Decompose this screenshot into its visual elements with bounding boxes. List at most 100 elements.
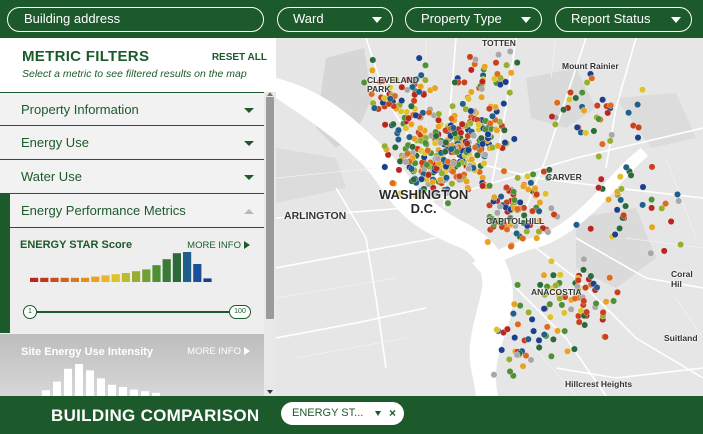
building-marker[interactable] <box>442 138 450 146</box>
building-marker[interactable] <box>548 113 556 121</box>
building-marker[interactable] <box>558 301 566 309</box>
building-marker[interactable] <box>573 221 580 229</box>
building-marker[interactable] <box>522 352 530 360</box>
building-marker[interactable] <box>488 216 496 224</box>
building-marker[interactable] <box>497 193 505 201</box>
building-marker[interactable] <box>564 347 571 355</box>
building-marker[interactable] <box>546 300 554 308</box>
building-marker[interactable] <box>501 139 509 147</box>
building-marker[interactable] <box>360 79 368 86</box>
scroll-down-arrow-icon[interactable] <box>267 390 273 394</box>
building-marker[interactable] <box>493 126 501 134</box>
building-marker[interactable] <box>481 151 489 159</box>
building-marker[interactable] <box>492 103 499 111</box>
building-marker[interactable] <box>447 145 455 153</box>
building-marker[interactable] <box>529 207 536 215</box>
building-marker[interactable] <box>415 88 423 96</box>
building-marker[interactable] <box>429 184 437 192</box>
building-marker[interactable] <box>582 284 589 292</box>
building-marker[interactable] <box>547 352 555 360</box>
building-marker[interactable] <box>616 224 624 232</box>
building-marker[interactable] <box>486 120 494 127</box>
building-marker[interactable] <box>519 182 527 190</box>
building-marker[interactable] <box>547 257 555 265</box>
building-marker[interactable] <box>590 127 598 135</box>
reset-all-button[interactable]: RESET ALL <box>211 52 267 63</box>
building-marker[interactable] <box>449 168 457 176</box>
building-marker[interactable] <box>536 281 544 289</box>
building-marker[interactable] <box>510 300 518 308</box>
building-marker[interactable] <box>605 196 613 204</box>
building-marker[interactable] <box>465 95 473 103</box>
building-marker[interactable] <box>395 126 402 134</box>
sidebar-scrollbar[interactable] <box>264 92 276 396</box>
building-marker[interactable] <box>527 179 535 187</box>
building-marker[interactable] <box>398 83 406 91</box>
building-marker[interactable] <box>417 71 425 79</box>
building-marker[interactable] <box>369 56 377 64</box>
building-marker[interactable] <box>489 112 496 120</box>
building-marker[interactable] <box>470 132 478 140</box>
building-marker[interactable] <box>403 108 411 116</box>
building-marker[interactable] <box>466 53 474 61</box>
building-marker[interactable] <box>567 89 574 96</box>
building-marker[interactable] <box>625 109 633 117</box>
building-marker[interactable] <box>503 225 511 233</box>
building-marker[interactable] <box>485 105 493 113</box>
building-marker[interactable] <box>580 255 588 263</box>
building-marker[interactable] <box>500 126 508 134</box>
building-marker[interactable] <box>410 176 418 184</box>
building-marker[interactable] <box>495 51 502 59</box>
building-marker[interactable] <box>457 129 465 137</box>
building-marker[interactable] <box>598 140 606 148</box>
accordion-water-use[interactable]: Water Use <box>0 159 264 192</box>
range-slider-min-handle[interactable]: 1 <box>23 305 37 319</box>
building-marker[interactable] <box>467 66 475 74</box>
building-marker[interactable] <box>436 176 444 184</box>
building-marker[interactable] <box>422 61 429 69</box>
building-marker[interactable] <box>386 84 394 91</box>
building-marker[interactable] <box>513 351 521 359</box>
building-marker[interactable] <box>386 95 394 103</box>
building-marker[interactable] <box>465 165 473 173</box>
building-marker[interactable] <box>490 371 498 379</box>
building-marker[interactable] <box>544 228 552 236</box>
building-marker[interactable] <box>574 276 582 284</box>
building-marker[interactable] <box>622 202 630 210</box>
building-marker[interactable] <box>567 305 575 313</box>
building-marker[interactable] <box>554 327 561 335</box>
building-marker[interactable] <box>389 179 397 187</box>
building-marker[interactable] <box>507 243 515 250</box>
building-marker[interactable] <box>610 297 618 305</box>
building-marker[interactable] <box>405 114 413 122</box>
building-marker[interactable] <box>456 172 463 180</box>
building-markers[interactable] <box>360 48 685 380</box>
range-slider-track[interactable] <box>30 311 240 313</box>
building-marker[interactable] <box>601 333 609 341</box>
building-marker[interactable] <box>498 346 506 354</box>
building-marker[interactable] <box>493 70 501 78</box>
building-marker[interactable] <box>531 184 539 192</box>
building-marker[interactable] <box>581 321 589 329</box>
building-marker[interactable] <box>560 309 568 317</box>
building-marker[interactable] <box>416 124 424 132</box>
building-marker[interactable] <box>472 56 479 63</box>
building-marker[interactable] <box>381 163 389 171</box>
building-marker[interactable] <box>510 135 518 143</box>
building-marker[interactable] <box>520 211 528 219</box>
building-marker[interactable] <box>599 308 607 316</box>
building-marker[interactable] <box>545 166 553 174</box>
building-marker[interactable] <box>494 142 502 150</box>
building-marker[interactable] <box>478 93 486 101</box>
building-marker[interactable] <box>412 192 420 200</box>
building-marker[interactable] <box>552 282 560 289</box>
building-marker[interactable] <box>467 88 475 96</box>
building-marker[interactable] <box>607 101 615 109</box>
building-marker[interactable] <box>510 188 518 196</box>
map-canvas[interactable] <box>276 38 703 396</box>
building-marker[interactable] <box>484 130 492 138</box>
building-marker[interactable] <box>486 201 493 209</box>
building-marker[interactable] <box>614 288 621 296</box>
building-marker[interactable] <box>533 190 541 198</box>
building-marker[interactable] <box>449 102 457 110</box>
